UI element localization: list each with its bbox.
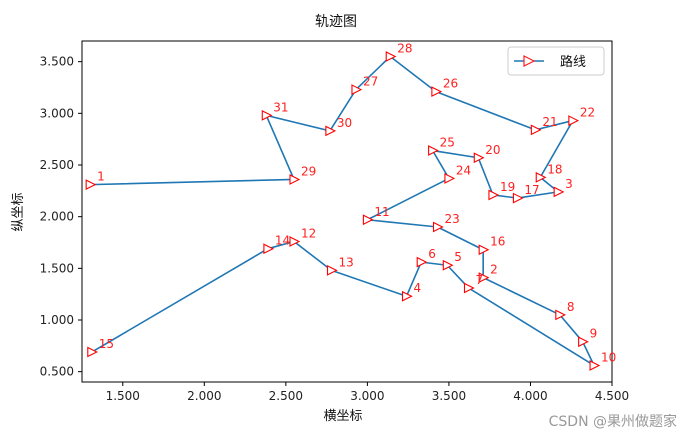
- route-point-marker: [512, 192, 524, 204]
- y-tick-label: 2.500: [40, 158, 74, 172]
- point-label: 16: [490, 235, 505, 249]
- point-label: 21: [542, 115, 557, 129]
- series-route: [85, 51, 601, 371]
- y-tick-label: 0.500: [40, 365, 74, 379]
- point-label: 28: [397, 42, 412, 56]
- point-label: 18: [547, 162, 562, 176]
- route-point-marker: [578, 336, 589, 348]
- x-tick-label: 4.500: [595, 389, 629, 403]
- y-axis-label: 纵坐标: [11, 192, 26, 231]
- point-label: 14: [275, 234, 290, 248]
- x-tick-label: 2.000: [187, 389, 221, 403]
- route-point-marker: [535, 172, 547, 183]
- point-label: 17: [524, 183, 539, 197]
- route-point-marker: [351, 84, 363, 95]
- route-point-marker: [473, 152, 485, 164]
- route-point-marker: [87, 346, 99, 358]
- point-label: 4: [414, 281, 422, 295]
- route-point-marker: [401, 290, 413, 302]
- route-point-marker: [326, 265, 338, 276]
- point-label: 23: [445, 212, 460, 226]
- route-point-marker: [488, 189, 500, 201]
- route-point-marker: [463, 282, 475, 294]
- watermark: CSDN @果州做题家: [548, 414, 677, 430]
- route-point-marker: [530, 124, 542, 136]
- axis-ticks: 1.500 2.000 2.500 3.000 3.500 4.000 4.500 0.500…: [40, 55, 630, 403]
- route-point-marker: [555, 309, 567, 321]
- route-point-marker: [431, 86, 443, 98]
- point-label: 19: [500, 180, 515, 194]
- y-tick-label: 1.000: [40, 313, 74, 327]
- point-label: 9: [590, 327, 598, 341]
- point-label: 25: [440, 136, 455, 150]
- point-label: 22: [580, 106, 595, 120]
- x-axis-label: 横坐标: [323, 409, 362, 424]
- legend: 路线: [507, 46, 605, 76]
- point-label: 13: [339, 255, 354, 269]
- y-tick-label: 2.000: [40, 210, 74, 224]
- plot-area: [81, 40, 613, 383]
- legend-label: 路线: [560, 54, 586, 70]
- point-label: 3: [565, 177, 573, 191]
- point-label: 24: [456, 163, 471, 177]
- point-label: 10: [601, 350, 616, 364]
- route-point-marker: [478, 244, 490, 256]
- route-point-marker: [416, 256, 428, 268]
- point-label: 2: [490, 263, 498, 277]
- x-tick-label: 4.000: [513, 389, 547, 403]
- route-point-marker: [478, 272, 490, 284]
- point-labels: 1 293130272826212218317192025241123162891…: [97, 42, 616, 365]
- route-point-marker: [289, 236, 301, 247]
- y-tick-label: 1.500: [40, 261, 74, 275]
- route-line: [90, 55, 595, 367]
- y-tick-label: 3.000: [40, 106, 74, 120]
- point-label: 12: [301, 226, 316, 240]
- x-tick-label: 2.500: [269, 389, 303, 403]
- point-label: 31: [273, 100, 288, 114]
- point-label: 20: [485, 143, 500, 157]
- point-label: 1: [97, 170, 105, 184]
- route-point-marker: [568, 115, 580, 126]
- point-label: 7: [475, 273, 483, 287]
- route-point-marker: [432, 221, 444, 233]
- route-point-marker: [428, 145, 439, 156]
- point-label: 30: [337, 116, 352, 130]
- route-point-marker: [325, 125, 337, 137]
- legend-marker: [523, 55, 536, 67]
- x-tick-label: 1.500: [106, 389, 140, 403]
- point-label: 11: [374, 205, 389, 219]
- point-label: 5: [454, 250, 462, 264]
- route-point-marker: [385, 51, 397, 62]
- point-label: 29: [301, 164, 316, 178]
- point-label: 6: [428, 247, 436, 261]
- route-point-marker: [362, 214, 374, 226]
- route-point-marker: [444, 173, 456, 184]
- route-point-marker: [442, 259, 454, 271]
- point-label: 15: [99, 337, 114, 351]
- route-point-marker: [261, 110, 273, 121]
- point-label: 8: [567, 300, 575, 314]
- route-point-marker: [553, 186, 565, 198]
- legend-box: [507, 46, 605, 76]
- route-point-marker: [289, 174, 301, 185]
- y-tick-label: 3.500: [40, 55, 74, 69]
- route-point-marker: [85, 179, 97, 191]
- point-label: 27: [363, 75, 378, 89]
- chart-title: 轨迹图: [315, 14, 357, 30]
- route-point-marker: [263, 243, 275, 255]
- x-tick-label: 3.000: [350, 389, 384, 403]
- route-point-marker: [589, 360, 601, 371]
- x-tick-label: 3.500: [432, 389, 466, 403]
- point-label: 26: [443, 77, 458, 91]
